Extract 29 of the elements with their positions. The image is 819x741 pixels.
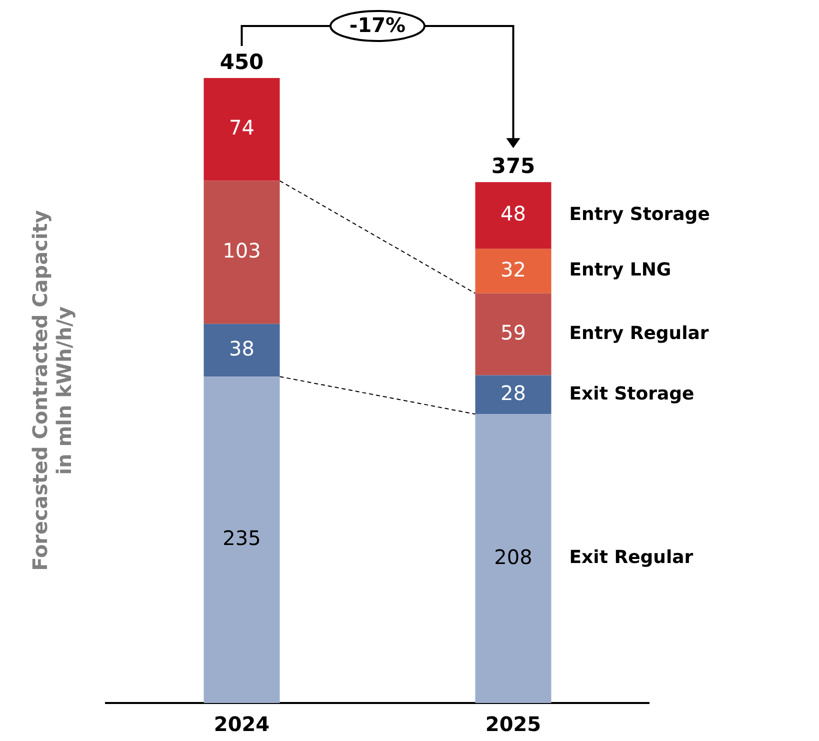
data-label: 235 (222, 526, 261, 550)
data-label: 28 (500, 380, 526, 405)
series-label: Exit Storage (569, 383, 694, 404)
data-label: 32 (500, 257, 526, 282)
data-label: 208 (494, 544, 532, 569)
bar (475, 414, 552, 703)
total-label: 375 (491, 154, 536, 178)
y-axis-title: Forecasted Contracted Capacity in mln kWh/h/y (28, 210, 76, 571)
total-label: 450 (220, 50, 264, 74)
series-label: Entry LNG (569, 260, 672, 281)
text: -17% (349, 13, 406, 38)
bar (475, 375, 552, 414)
series-label: Entry Regular (569, 322, 709, 344)
bar (204, 78, 280, 181)
data-label: 48 (500, 202, 526, 226)
data-label: 74 (229, 116, 254, 140)
bar (475, 182, 552, 249)
bar (204, 180, 280, 324)
x-tick-label: 2025 (485, 712, 542, 736)
data-label: 103 (222, 238, 261, 263)
data-label: 38 (229, 336, 254, 360)
bar (475, 293, 552, 376)
bar (204, 324, 280, 377)
data-label: 59 (500, 320, 526, 344)
x-tick-label: 2024 (214, 712, 270, 736)
series-label: Entry Storage (569, 204, 710, 226)
bar (475, 248, 552, 294)
bar (204, 376, 280, 703)
series-label: Exit Regular (569, 547, 694, 568)
